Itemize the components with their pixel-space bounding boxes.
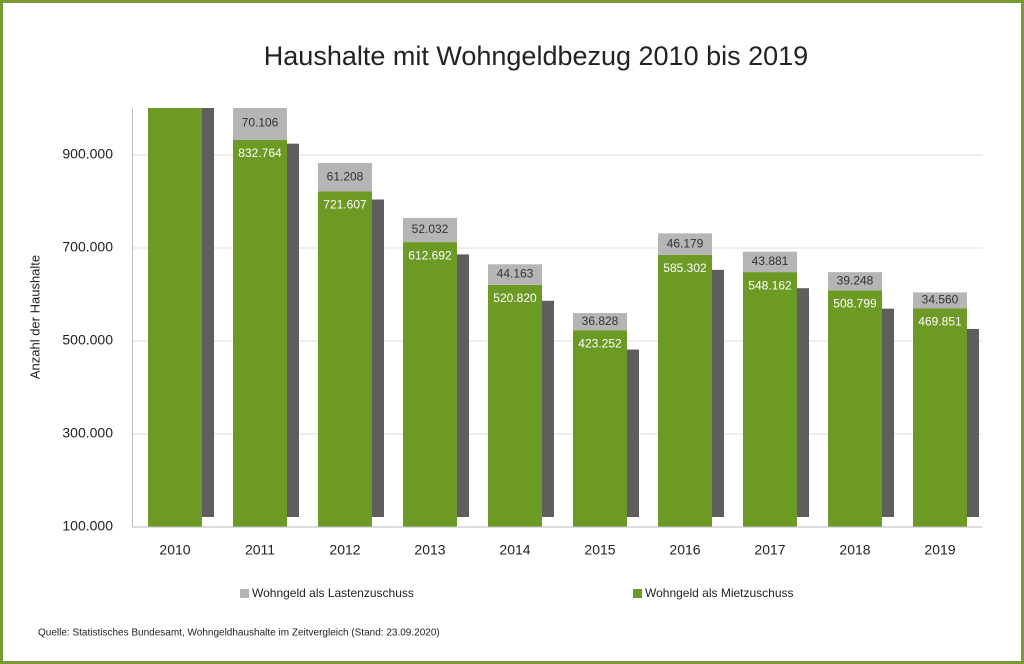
y-tick-label: 500.000 bbox=[62, 332, 113, 348]
bar-segment bbox=[658, 254, 712, 527]
bar-segment bbox=[658, 233, 712, 255]
legend-swatch bbox=[240, 589, 249, 598]
bar-segment bbox=[573, 313, 627, 331]
value-label: 423.252 bbox=[578, 336, 622, 350]
bar-segment bbox=[233, 139, 287, 527]
x-tick-label: 2019 bbox=[924, 542, 955, 558]
chart-title: Haushalte mit Wohngeldbezug 2010 bis 201… bbox=[264, 41, 808, 71]
bar-segment bbox=[318, 191, 372, 527]
y-axis-label: Anzahl der Haushalte bbox=[27, 255, 42, 379]
bar-segment bbox=[148, 108, 202, 527]
bar-segment bbox=[318, 162, 372, 192]
y-tick-label: 100.000 bbox=[62, 518, 113, 534]
x-tick-label: 2014 bbox=[499, 542, 530, 558]
value-label: 469.851 bbox=[918, 315, 962, 329]
value-label: 43.881 bbox=[752, 254, 789, 268]
x-tick-label: 2011 bbox=[245, 542, 275, 558]
value-label: 585.302 bbox=[663, 261, 707, 275]
bar-segment bbox=[233, 108, 287, 140]
value-label: 44.163 bbox=[497, 267, 534, 281]
bar-segment bbox=[573, 330, 627, 527]
y-tick-label: 900.000 bbox=[62, 146, 113, 162]
value-label: 34.560 bbox=[922, 293, 959, 307]
value-label: 548.162 bbox=[748, 278, 792, 292]
bar-segment bbox=[148, 33, 202, 72]
x-tick-label: 2010 bbox=[159, 542, 190, 558]
bar-segment bbox=[743, 272, 797, 527]
x-tick-label: 2017 bbox=[754, 542, 785, 558]
bar-segment bbox=[828, 290, 882, 527]
x-tick-label: 2013 bbox=[414, 542, 445, 558]
plot-area: 977.869 832.764 70.106 721.607 61.208 612.692… bbox=[132, 33, 983, 528]
value-label: 832.764 bbox=[238, 146, 282, 160]
value-label: 52.032 bbox=[412, 222, 449, 236]
y-tick-label: 300.000 bbox=[62, 425, 113, 441]
value-label: 721.607 bbox=[323, 198, 367, 212]
bar-segment bbox=[913, 308, 967, 527]
value-label: 61.208 bbox=[327, 169, 364, 183]
bar-segment bbox=[488, 284, 542, 527]
x-tick-label: 2012 bbox=[329, 542, 360, 558]
bar-segment bbox=[828, 272, 882, 291]
bar-segment bbox=[403, 217, 457, 243]
legend-swatch bbox=[633, 589, 642, 598]
value-label: 36.828 bbox=[582, 314, 619, 328]
value-label: 39.248 bbox=[837, 273, 874, 287]
bar-segment bbox=[913, 292, 967, 309]
source: Quelle: Statistisches Bundesamt, Wohngel… bbox=[38, 628, 440, 639]
x-tick-label: 2018 bbox=[839, 542, 870, 558]
value-label: 520.820 bbox=[493, 291, 537, 305]
value-label: 70.106 bbox=[242, 116, 279, 130]
bar-segment bbox=[403, 242, 457, 528]
x-tick-label: 2015 bbox=[584, 542, 615, 558]
value-label: 977.869 bbox=[153, 78, 197, 92]
x-tick-label: 2016 bbox=[669, 542, 700, 558]
bar-segment bbox=[743, 251, 797, 273]
bar-segment bbox=[488, 264, 542, 285]
legend-label: Wohngeld als Lastenzuschuss bbox=[252, 586, 414, 600]
legend-label: Wohngeld als Mietzuschuss bbox=[645, 586, 794, 600]
value-label: 46.179 bbox=[667, 236, 704, 250]
value-label: 612.692 bbox=[408, 248, 452, 262]
y-tick-label: 700.000 bbox=[62, 239, 113, 255]
value-label: 508.799 bbox=[833, 297, 877, 311]
